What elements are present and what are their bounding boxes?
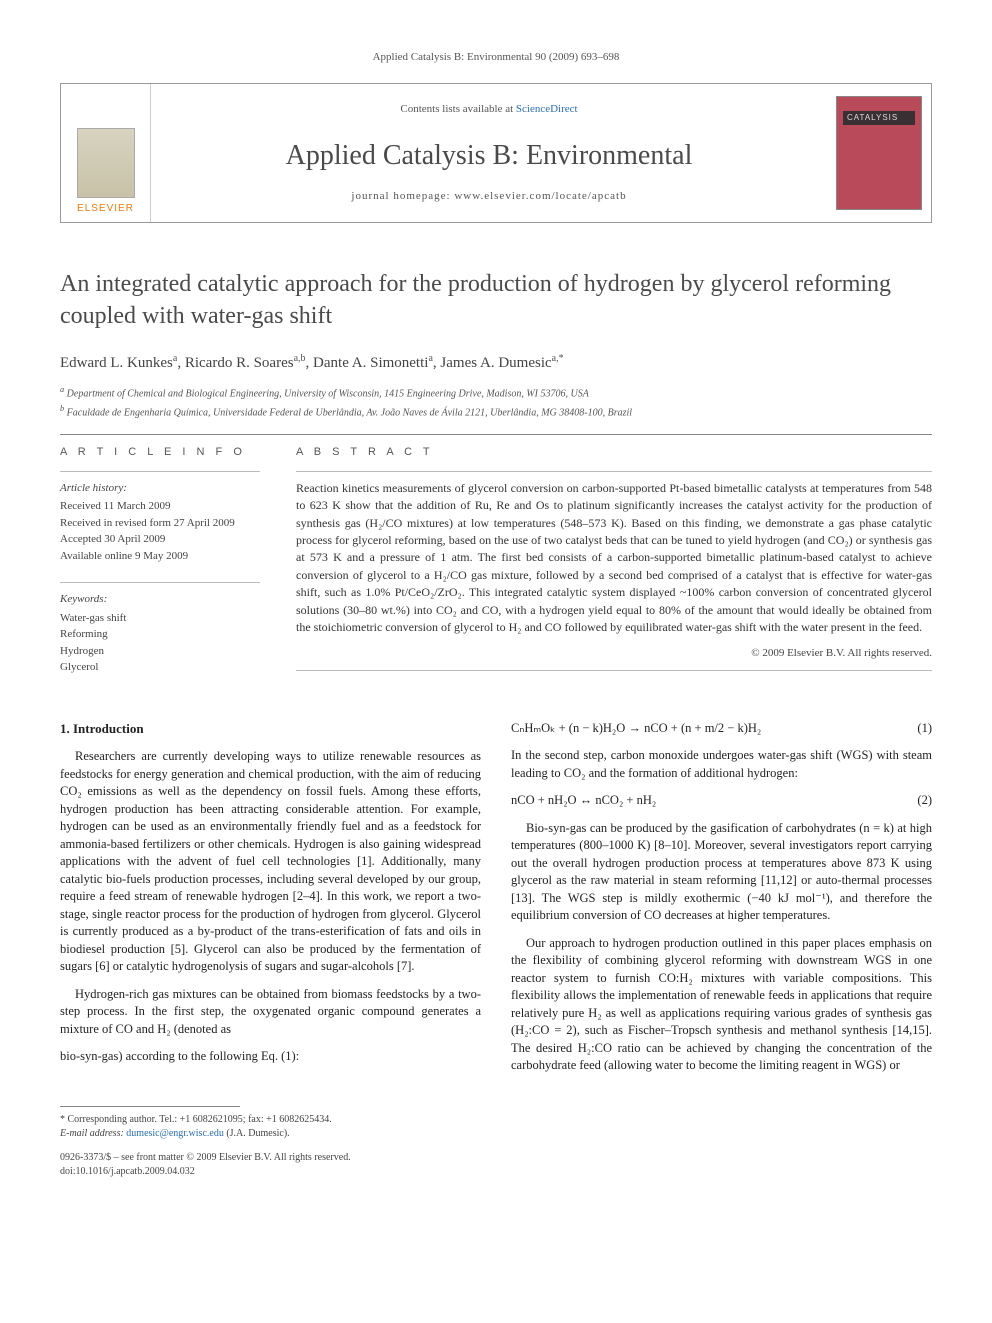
cover-label: CATALYSIS bbox=[847, 112, 898, 123]
author-4: James A. Dumesica,* bbox=[440, 355, 563, 371]
top-rule bbox=[60, 434, 932, 435]
info-abstract-row: A R T I C L E I N F O Article history: R… bbox=[60, 445, 932, 693]
equation-1-row: CₙHₘOₖ + (n − k)H₂O → nCO + (n + m/2 − k… bbox=[511, 720, 932, 738]
body-para-2: Hydrogen-rich gas mixtures can be obtain… bbox=[60, 986, 481, 1039]
keyword-3: Hydrogen bbox=[60, 643, 260, 660]
keyword-4: Glycerol bbox=[60, 659, 260, 676]
email-person: (J.A. Dumesic). bbox=[226, 1128, 289, 1139]
history-label: Article history: bbox=[60, 480, 260, 497]
article-info-column: A R T I C L E I N F O Article history: R… bbox=[60, 445, 260, 693]
abstract-column: A B S T R A C T Reaction kinetics measur… bbox=[296, 445, 932, 693]
email-address[interactable]: dumesic@engr.wisc.edu bbox=[126, 1128, 224, 1139]
doi-line: doi:10.1016/j.apcatb.2009.04.032 bbox=[60, 1165, 932, 1179]
issn-line-1: 0926-3373/$ – see front matter © 2009 El… bbox=[60, 1151, 932, 1165]
body-para-6: Our approach to hydrogen production outl… bbox=[511, 935, 932, 1075]
info-rule-2 bbox=[60, 582, 260, 583]
history-line-2: Received in revised form 27 April 2009 bbox=[60, 515, 260, 532]
cover-thumb-block: CATALYSIS bbox=[827, 84, 931, 222]
journal-cover-thumb: CATALYSIS bbox=[836, 96, 922, 210]
article-title: An integrated catalytic approach for the… bbox=[60, 269, 932, 331]
footnote-rule bbox=[60, 1106, 240, 1107]
affiliations: a Department of Chemical and Biological … bbox=[60, 384, 932, 421]
abstract-text: Reaction kinetics measurements of glycer… bbox=[296, 480, 932, 637]
email-line: E-mail address: dumesic@engr.wisc.edu (J… bbox=[60, 1127, 932, 1141]
keyword-2: Reforming bbox=[60, 626, 260, 643]
corresponding-author-note: * Corresponding author. Tel.: +1 6082621… bbox=[60, 1113, 932, 1127]
sciencedirect-link[interactable]: ScienceDirect bbox=[516, 103, 578, 115]
elsevier-tree-icon bbox=[77, 128, 135, 198]
equation-1: CₙHₘOₖ + (n − k)H₂O → nCO + (n + m/2 − k… bbox=[511, 720, 761, 738]
contents-available-line: Contents lists available at ScienceDirec… bbox=[400, 102, 577, 117]
keywords-label: Keywords: bbox=[60, 591, 260, 608]
masthead-center: Contents lists available at ScienceDirec… bbox=[151, 84, 827, 222]
history-line-3: Accepted 30 April 2009 bbox=[60, 531, 260, 548]
author-3: Dante A. Simonettia bbox=[313, 355, 433, 371]
journal-name: Applied Catalysis B: Environmental bbox=[286, 136, 693, 175]
equation-2-row: nCO + nH₂O ↔ nCO₂ + nH₂ (2) bbox=[511, 792, 932, 810]
publisher-logo-block: ELSEVIER bbox=[61, 84, 151, 222]
abstract-rule bbox=[296, 471, 932, 472]
equation-2: nCO + nH₂O ↔ nCO₂ + nH₂ bbox=[511, 792, 656, 810]
abstract-heading: A B S T R A C T bbox=[296, 445, 932, 460]
email-label: E-mail address: bbox=[60, 1128, 124, 1139]
body-para-1: Researchers are currently developing way… bbox=[60, 748, 481, 976]
journal-masthead: ELSEVIER Contents lists available at Sci… bbox=[60, 83, 932, 223]
body-two-column: 1. Introduction Researchers are currentl… bbox=[60, 720, 932, 1080]
section-1-heading: 1. Introduction bbox=[60, 720, 481, 738]
footnotes: * Corresponding author. Tel.: +1 6082621… bbox=[60, 1113, 932, 1141]
affiliation-a: a Department of Chemical and Biological … bbox=[60, 384, 932, 401]
abstract-copyright: © 2009 Elsevier B.V. All rights reserved… bbox=[296, 646, 932, 661]
author-2: Ricardo R. Soaresa,b bbox=[185, 355, 306, 371]
article-history: Article history: Received 11 March 2009 … bbox=[60, 480, 260, 565]
equation-1-number: (1) bbox=[917, 720, 932, 738]
author-1: Edward L. Kunkesa bbox=[60, 355, 177, 371]
running-head: Applied Catalysis B: Environmental 90 (2… bbox=[60, 50, 932, 65]
history-line-4: Available online 9 May 2009 bbox=[60, 548, 260, 565]
contents-prefix: Contents lists available at bbox=[400, 103, 515, 115]
body-para-4: In the second step, carbon monoxide unde… bbox=[511, 747, 932, 782]
article-info-heading: A R T I C L E I N F O bbox=[60, 445, 260, 460]
journal-homepage-line: journal homepage: www.elsevier.com/locat… bbox=[351, 189, 626, 204]
homepage-prefix: journal homepage: bbox=[351, 190, 454, 202]
author-list: Edward L. Kunkesa, Ricardo R. Soaresa,b,… bbox=[60, 352, 932, 374]
body-para-5: Bio-syn-gas can be produced by the gasif… bbox=[511, 820, 932, 925]
publisher-name: ELSEVIER bbox=[77, 202, 134, 216]
keywords-block: Keywords: Water-gas shift Reforming Hydr… bbox=[60, 591, 260, 676]
abstract-bottom-rule bbox=[296, 670, 932, 671]
affiliation-b: b Faculdade de Engenharia Química, Unive… bbox=[60, 403, 932, 420]
history-line-1: Received 11 March 2009 bbox=[60, 498, 260, 515]
equation-2-number: (2) bbox=[917, 792, 932, 810]
keyword-1: Water-gas shift bbox=[60, 610, 260, 627]
issn-block: 0926-3373/$ – see front matter © 2009 El… bbox=[60, 1151, 932, 1179]
homepage-url[interactable]: www.elsevier.com/locate/apcatb bbox=[454, 190, 626, 202]
info-rule bbox=[60, 471, 260, 472]
body-para-3-lead: bio-syn-gas) according to the following … bbox=[60, 1048, 481, 1066]
